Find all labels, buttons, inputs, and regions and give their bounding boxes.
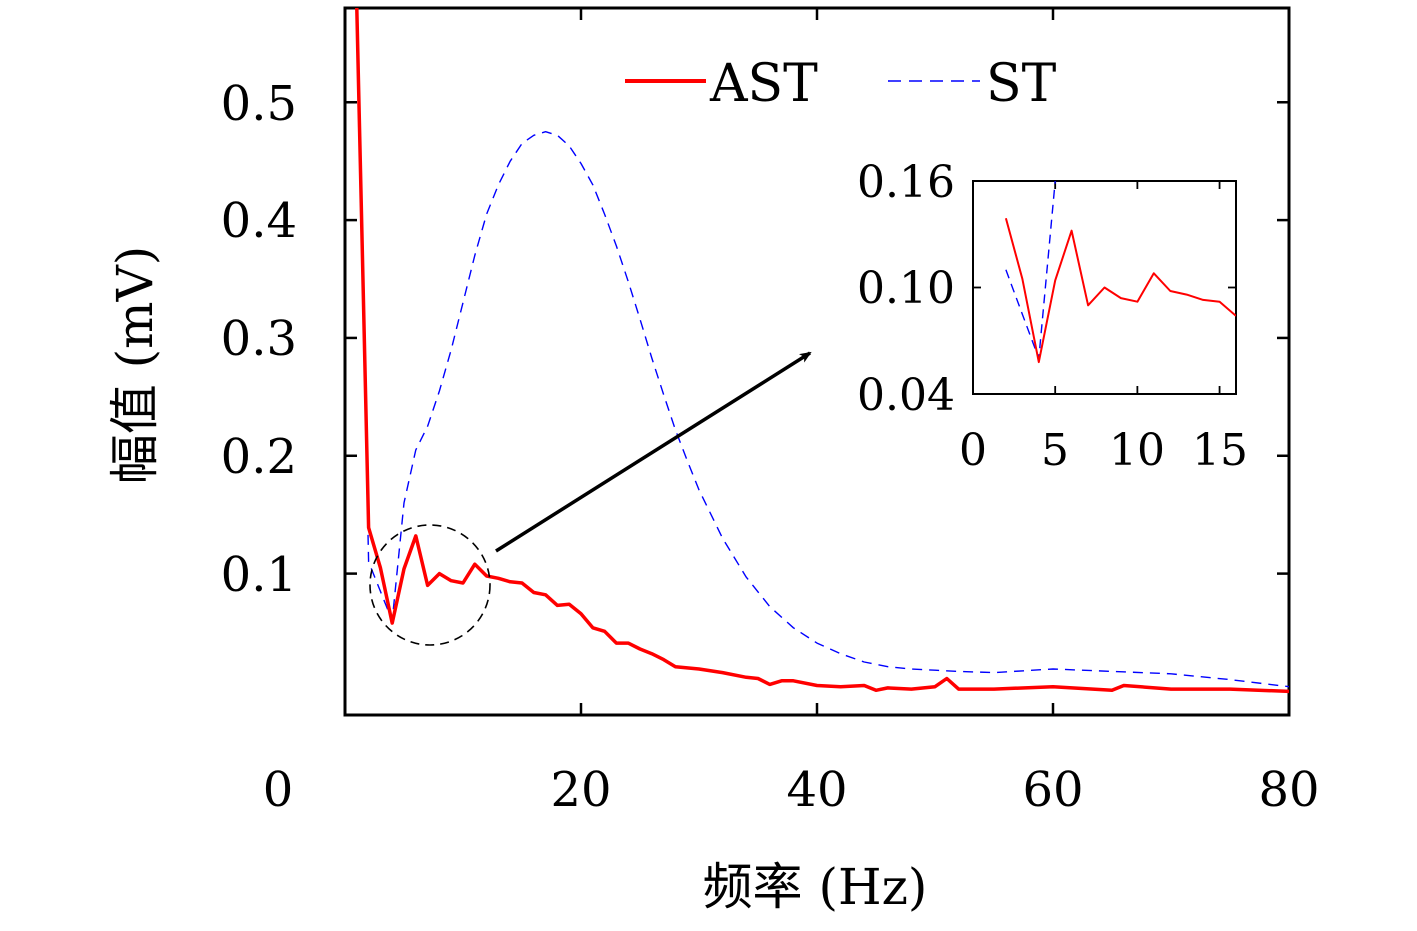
inset-series-st-line xyxy=(1005,181,1056,360)
main-series xyxy=(355,8,1289,694)
y-tick-label-0.5: 0.5 xyxy=(221,76,297,132)
zoom-arrow xyxy=(495,351,812,553)
legend: AST ST xyxy=(625,54,1057,114)
inset-plot: 0 5 10 15 0.04 0.10 0.16 xyxy=(857,157,1248,476)
legend-ast-label: AST xyxy=(709,54,818,114)
zoom-region-circle xyxy=(369,524,491,646)
inset-x-tick-label-15: 15 xyxy=(1192,425,1248,476)
x-tick-label-60: 60 xyxy=(1022,762,1083,818)
x-tick-label-40: 40 xyxy=(786,762,847,818)
inset-x-tick-label-5: 5 xyxy=(1041,425,1069,476)
inset-y-tick-label-0.16: 0.16 xyxy=(857,157,955,208)
y-tick-label-0.2: 0.2 xyxy=(221,429,297,485)
legend-st-label: ST xyxy=(986,54,1057,114)
main-series-st-line xyxy=(356,8,1289,688)
inset-ticks xyxy=(972,180,1236,395)
inset-y-tick-label-0.04: 0.04 xyxy=(857,370,955,421)
x-tick-label-80: 80 xyxy=(1258,762,1319,818)
inset-x-tick-label-10: 10 xyxy=(1109,425,1165,476)
inset-series xyxy=(1004,181,1236,364)
main-ticks xyxy=(343,8,1291,715)
x-axis-label: 频率 (Hz) xyxy=(703,858,928,916)
main-series-ast-line xyxy=(355,8,1289,694)
x-tick-label-20: 20 xyxy=(550,762,611,818)
y-tick-label-0.3: 0.3 xyxy=(221,311,297,367)
inset-x-tick-label-0: 0 xyxy=(959,425,987,476)
inset-y-tick-label-0.10: 0.10 xyxy=(857,263,955,314)
inset-series-ast-line xyxy=(1004,218,1236,364)
y-tick-label-0.1: 0.1 xyxy=(221,547,297,603)
y-axis-label: 幅值 (mV) xyxy=(106,246,164,484)
y-tick-label-0.4: 0.4 xyxy=(221,193,297,249)
x-tick-label-0: 0 xyxy=(263,762,294,818)
